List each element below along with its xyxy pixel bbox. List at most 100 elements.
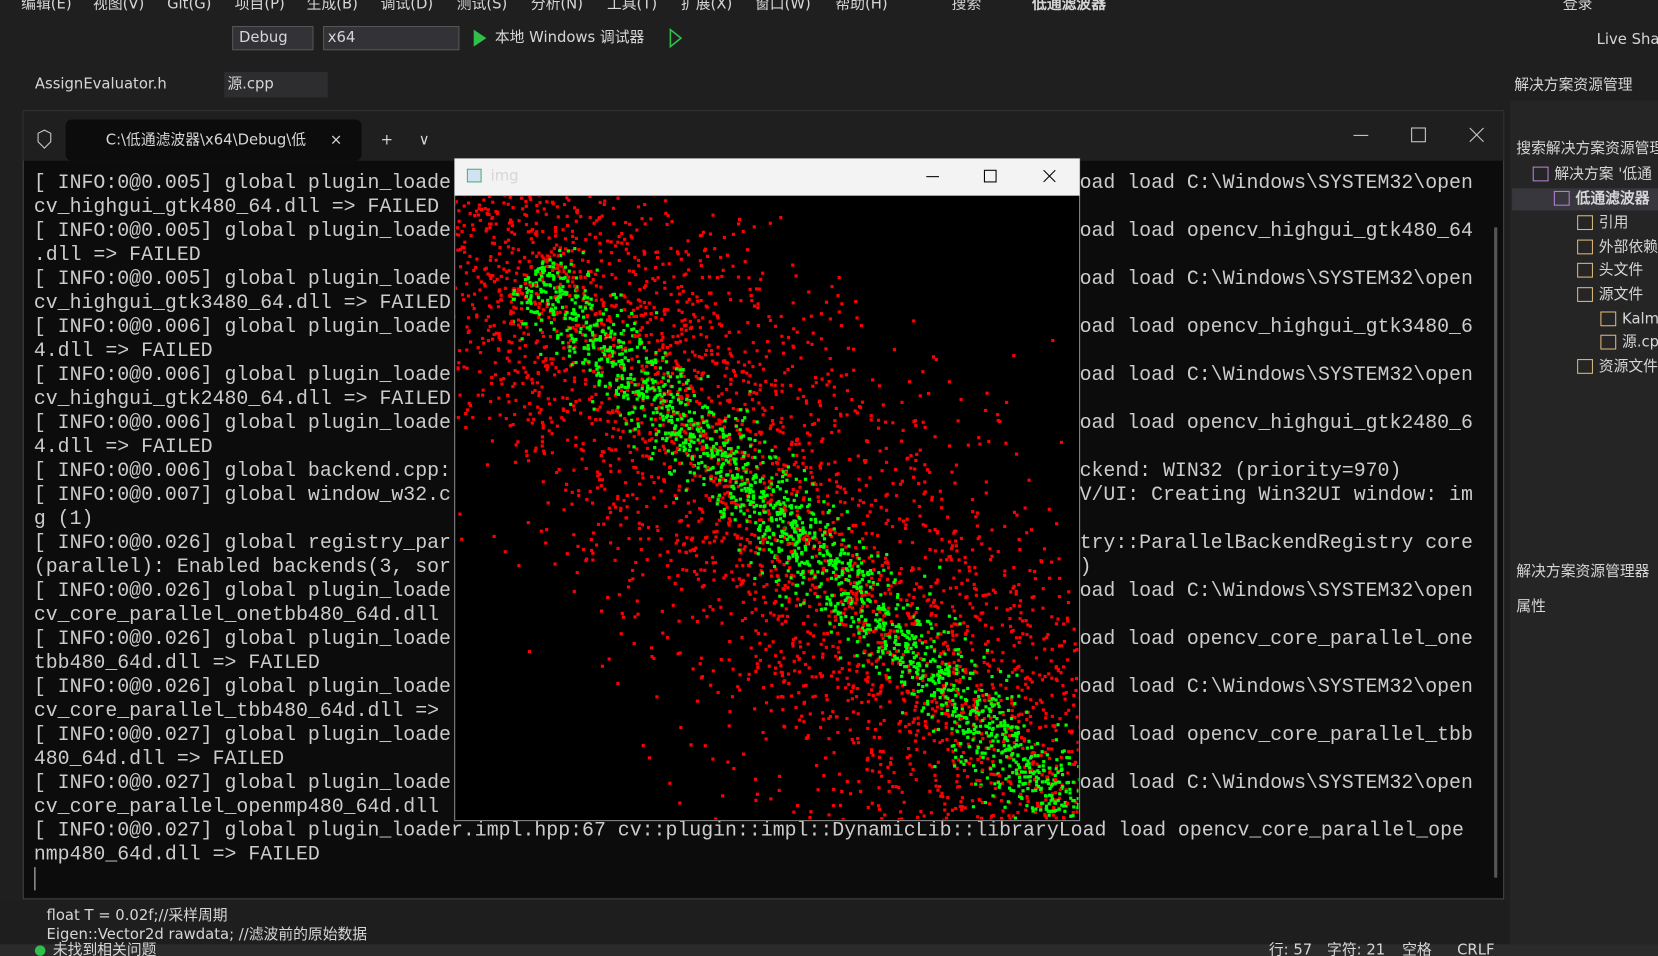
img-close[interactable] [1043,169,1056,183]
pixel-dot [912,665,916,669]
pixel-dot [715,314,719,318]
pixel-dot [1009,746,1013,750]
tab-dropdown[interactable]: ∨ [419,132,430,149]
pixel-dot [761,271,765,275]
pixel-dot [986,662,990,666]
pixel-dot [917,619,921,624]
maximize[interactable] [1411,127,1426,143]
pixel-dot [815,585,819,590]
new-tab[interactable]: + [381,132,393,149]
pixel-dot [705,615,709,619]
pixel-dot [544,283,548,287]
config-dropdown[interactable] [232,25,314,51]
pixel-dot [787,580,791,584]
pixel-dot [1039,790,1043,794]
close[interactable] [1469,127,1484,143]
pixel-dot [533,360,537,364]
pixel-dot [979,760,984,765]
pixel-dot [733,458,737,462]
pixel-dot [748,287,752,291]
pixel-dot [783,472,788,476]
pixel-dot [693,315,697,319]
pixel-dot [691,615,695,619]
pixel-dot [746,461,750,466]
pixel-dot [1029,756,1033,760]
pixel-dot [725,473,729,477]
pixel-dot [666,392,670,396]
tab-close[interactable]: × [330,132,342,149]
pixel-dot [927,732,931,736]
terminal-line: [ INFO:0@0.005] global plugin_loade [34,219,451,242]
pixel-dot [1046,747,1050,751]
pixel-dot [1007,756,1011,760]
terminal-tab[interactable] [65,119,362,161]
pixel-dot [971,805,976,809]
pixel-dot [933,681,937,685]
pixel-dot [570,388,574,392]
pixel-dot [615,313,620,318]
pixel-dot [847,574,852,578]
pixel-dot [984,602,989,606]
pixel-dot [692,335,696,339]
pixel-dot [755,662,759,666]
pixel-dot [789,415,793,419]
pixel-dot [609,541,613,545]
pixel-dot [940,497,944,501]
pixel-dot [794,725,798,729]
pixel-dot [735,536,739,540]
pixel-dot [518,260,522,264]
pixel-dot [701,445,705,449]
pixel-dot [611,361,615,365]
pixel-dot [981,737,985,741]
pixel-dot [865,583,869,587]
terminal-line: [ INFO:0@0.026] global plugin_loade [34,675,451,698]
pixel-dot [1050,797,1055,801]
run-nodebug-icon[interactable] [669,28,683,49]
platform-dropdown[interactable] [323,25,460,51]
pixel-dot [870,571,874,575]
pixel-dot [595,373,599,377]
pixel-dot [972,727,977,731]
pixel-dot [1066,619,1070,623]
pixel-dot [559,264,563,268]
pixel-dot [763,440,767,444]
pixel-dot [823,530,827,534]
pixel-dot [789,443,794,447]
pixel-dot [824,347,828,351]
pixel-dot [1048,766,1052,770]
pixel-dot [755,420,759,424]
pixel-dot [699,263,703,268]
pixel-dot [708,604,712,609]
pixel-dot [772,506,776,510]
pixel-dot [1038,698,1042,702]
pixel-dot [542,266,546,270]
pixel-dot [703,353,707,357]
img-maximize[interactable] [983,169,997,183]
pixel-dot [853,654,857,658]
pixel-dot [711,412,716,416]
pixel-dot [825,698,829,702]
pixel-dot [853,561,857,565]
pixel-dot [877,807,882,811]
pixel-dot [692,471,696,475]
pixel-dot [1011,771,1015,775]
pixel-dot [719,469,723,474]
pixel-dot [664,211,668,215]
pixel-dot [599,373,604,377]
pixel-dot [751,500,755,504]
pixel-dot [840,789,844,793]
pixel-dot [635,345,639,349]
pixel-dot [871,609,875,613]
pixel-dot [558,246,563,250]
pixel-dot [748,390,752,394]
pixel-dot [925,664,929,668]
pixel-dot [1017,765,1022,770]
pixel-dot [708,467,712,471]
pixel-dot [766,501,770,505]
pixel-dot [747,590,751,594]
run-icon[interactable] [473,29,487,47]
pixel-dot [756,302,760,306]
pixel-dot [637,395,641,399]
pixel-dot [538,328,543,332]
pixel-dot [660,317,664,321]
